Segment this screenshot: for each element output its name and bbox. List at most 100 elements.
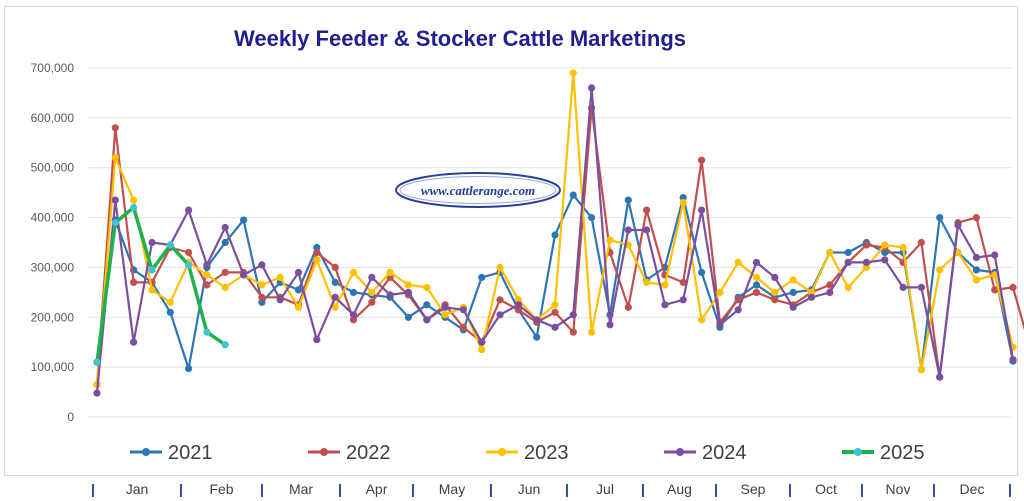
data-point-2024 (624, 226, 632, 234)
data-point-2022 (221, 268, 229, 276)
watermark-oval-inner (399, 176, 557, 204)
data-point-2024 (734, 306, 742, 314)
y-tick-label: 300,000 (31, 260, 75, 274)
data-point-2024 (276, 296, 284, 304)
month-label-apr: Apr (366, 481, 388, 497)
data-point-2023 (771, 288, 779, 296)
data-point-2021 (533, 333, 541, 341)
data-point-2024 (716, 321, 724, 329)
data-point-2022 (130, 278, 138, 286)
month-label-aug: Aug (667, 481, 692, 497)
data-point-2024 (991, 251, 999, 259)
data-point-2024 (459, 306, 467, 314)
data-point-2023 (166, 298, 174, 306)
data-point-2024 (294, 268, 303, 276)
data-point-2021 (972, 266, 981, 274)
data-point-2024 (679, 296, 687, 304)
data-point-2022 (679, 278, 687, 286)
data-point-2023 (881, 241, 889, 249)
month-separator: | (788, 481, 792, 497)
data-point-2025 (166, 241, 174, 249)
data-point-2025 (203, 328, 211, 336)
month-separator: | (860, 481, 864, 497)
data-point-2021 (569, 191, 577, 199)
month-separator: | (91, 481, 95, 497)
data-point-2025 (221, 341, 229, 349)
data-point-2024 (221, 223, 229, 232)
month-label-sep: Sep (741, 481, 766, 497)
data-point-2021 (349, 288, 358, 296)
data-point-2024 (698, 206, 706, 214)
data-point-2024 (771, 273, 779, 281)
data-point-2023 (478, 346, 486, 354)
data-point-2021 (936, 214, 944, 222)
data-point-2024 (899, 283, 907, 291)
chart-frame (4, 6, 1018, 476)
data-point-2022 (496, 296, 504, 304)
data-point-2024 (185, 206, 193, 214)
data-point-2021 (588, 214, 596, 222)
month-separator: | (489, 481, 493, 497)
data-point-2024 (203, 261, 211, 269)
y-tick-label: 400,000 (31, 211, 75, 225)
data-point-2024 (331, 293, 339, 301)
data-point-2024 (643, 226, 651, 234)
data-point-2024 (130, 338, 138, 346)
data-point-2024 (551, 323, 559, 331)
data-point-2022 (459, 323, 467, 331)
data-point-2022 (1009, 283, 1017, 291)
data-point-2023 (789, 276, 797, 284)
data-point-2021 (258, 298, 266, 306)
data-point-2023 (643, 278, 651, 286)
data-point-2024 (917, 283, 926, 291)
data-point-2023 (203, 271, 211, 279)
data-point-2024 (496, 311, 504, 319)
data-point-2022 (771, 296, 779, 304)
data-point-2021 (624, 196, 632, 204)
legend-label-2022: 2022 (346, 442, 391, 464)
data-point-2025 (111, 219, 119, 227)
month-label-jun: Jun (518, 481, 541, 497)
data-point-2024 (514, 301, 523, 309)
data-point-2024 (111, 196, 119, 204)
data-point-2022 (349, 316, 358, 324)
data-point-2023 (679, 199, 687, 207)
data-point-2025 (93, 358, 101, 366)
data-point-2022 (991, 286, 999, 294)
data-point-2024 (386, 291, 394, 299)
data-point-2021 (294, 286, 303, 294)
month-label-dec: Dec (960, 481, 985, 497)
data-point-2021 (478, 273, 486, 281)
data-point-2023 (899, 243, 907, 252)
data-point-2024 (441, 303, 449, 311)
data-point-2023 (752, 273, 761, 281)
data-point-2023 (606, 236, 614, 244)
data-point-2023 (386, 268, 394, 276)
data-point-2021 (698, 268, 706, 276)
legend-label-2021: 2021 (168, 442, 213, 464)
data-point-2025 (130, 204, 138, 212)
month-label-mar: Mar (289, 481, 313, 497)
data-point-2023 (698, 316, 706, 324)
data-point-2021 (844, 248, 852, 257)
data-point-2024 (148, 238, 156, 247)
data-point-2023 (588, 328, 596, 336)
data-point-2024 (972, 253, 981, 262)
data-point-2023 (936, 266, 944, 274)
y-tick-label: 0 (67, 410, 74, 424)
month-label-feb: Feb (209, 481, 233, 497)
data-point-2022 (862, 241, 871, 249)
data-point-2023 (514, 296, 523, 304)
data-point-2023 (276, 273, 284, 281)
watermark-oval (395, 172, 561, 208)
month-label-nov: Nov (886, 481, 911, 497)
data-point-2023 (551, 301, 559, 309)
month-separator: | (641, 481, 645, 497)
chart-title: Weekly Feeder & Stocker Cattle Marketing… (234, 26, 686, 51)
data-point-2023 (130, 196, 138, 204)
data-point-2021 (679, 194, 687, 202)
legend-marker-2022 (320, 448, 328, 456)
data-point-2021 (166, 308, 174, 316)
data-point-2023 (258, 281, 266, 289)
